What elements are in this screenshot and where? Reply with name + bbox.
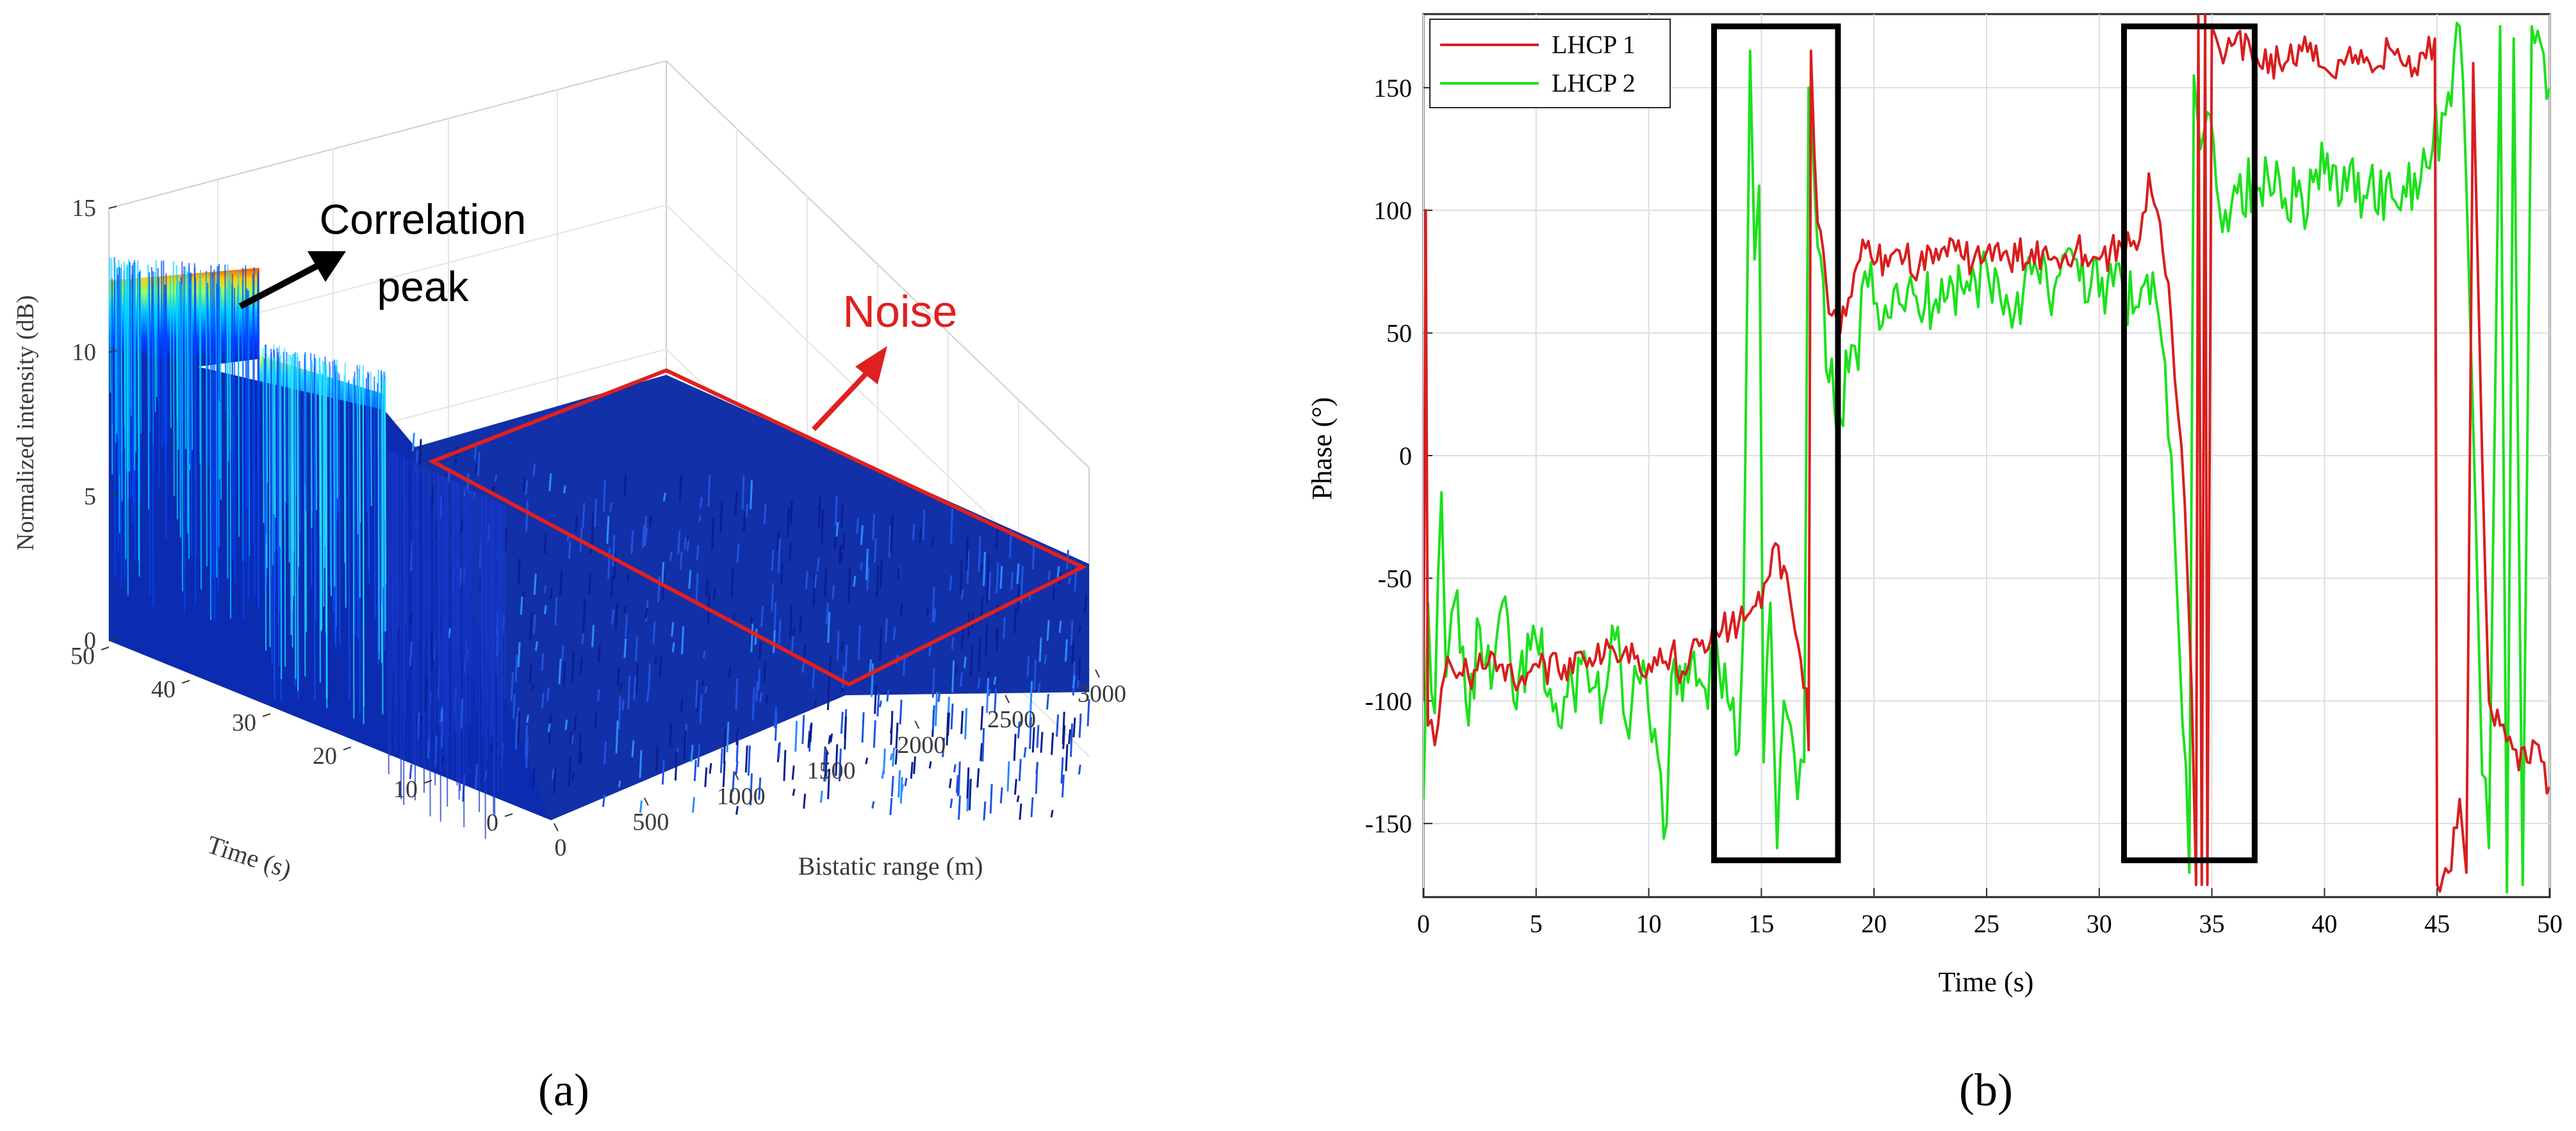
range-tick-label: 0 [555,834,567,861]
correlation-surface [109,257,1090,839]
phase-x-ticks: 0 5 10 15 20 25 30 35 40 45 50 [1417,888,2563,938]
phase-y-tick-label: 0 [1399,442,1412,470]
phase-y-tick-label: 100 [1374,196,1412,225]
time-tick-label: 30 [232,709,256,736]
range-tick-label: 1500 [807,757,856,784]
phase-y-label: Phase (°) [1306,397,1338,500]
correlation-peak-arrowhead [308,251,346,282]
range-tick-label: 2000 [897,732,946,759]
phase-x-tick-label: 15 [1748,909,1774,938]
correlation-peak-annotation: Correlation peak [238,195,527,310]
correlation-peak-label-line1: Correlation [320,195,527,243]
phase-y-ticks: 150 100 50 0 -50 -100 -150 [1365,74,1432,838]
phase-y-tick-label: -150 [1365,809,1412,838]
surface-spikes [109,257,1090,839]
highlight-box-1 [1711,23,1841,864]
time-tick-label: 50 [70,643,95,670]
noise-floor [410,375,1089,820]
phase-x-label: Time (s) [1939,966,2034,998]
noise-arrow [812,370,870,431]
phase-x-tick-label: 50 [2537,909,2563,938]
phase-series [1423,14,2550,894]
time-tick-label: 10 [393,776,418,803]
series-lhcp1-line [1423,14,2550,893]
noise-label: Noise [843,286,958,336]
phase-x-tick-label: 40 [2311,909,2337,938]
z-axis-label: Normalized intensity (dB) [12,295,39,551]
surface-plot-panel: 0 5 10 15 0 10 20 30 40 50 0 500 1000 1500 2000 2500 3… [12,60,1126,1116]
z-tick-label: 10 [72,339,96,366]
phase-y-tick-label: -100 [1365,687,1412,716]
phase-legend: LHCP 1 LHCP 2 [1429,19,1671,108]
time-axis-label: Time (s) [204,830,295,884]
phase-x-tick-label: 0 [1417,909,1430,938]
z-tick-label: 0 [84,627,96,654]
range-tick-label: 1000 [717,783,766,810]
series-lhcp2-line [1423,21,2550,894]
correlation-peak-arrow [238,263,319,310]
z-tick-label: 15 [72,195,96,222]
range-axis-label: Bistatic range (m) [798,852,983,880]
phase-y-tick-label: 150 [1374,74,1412,103]
time-axis-ticks: 0 10 20 30 40 50 [70,643,513,836]
range-tick-label: 3000 [1078,681,1126,707]
phase-x-tick-label: 30 [2087,909,2112,938]
phase-x-tick-label: 20 [1861,909,1887,938]
highlight-box-2 [2121,23,2258,864]
time-tick-label: 20 [313,743,337,770]
phase-x-tick-label: 35 [2199,909,2225,938]
range-tick-label: 500 [632,809,669,836]
panel-a-label: (a) [538,1064,589,1116]
range-tick-label: 2500 [987,706,1036,733]
legend-label-lhcp1: LHCP 1 [1552,30,1636,59]
phase-y-tick-label: -50 [1378,564,1412,593]
phase-x-tick-label: 45 [2424,909,2450,938]
panel-b-label: (b) [1959,1064,2013,1116]
phase-y-tick-label: 50 [1386,319,1412,348]
phase-x-tick-label: 25 [1974,909,1999,938]
z-axis-ticks: 0 5 10 15 [72,195,117,654]
phase-plot-panel: 150 100 50 0 -50 -100 -150 0 5 10 15 20 25 30 35 40 45 5… [1306,13,2563,1116]
noise-annotation: Noise [427,286,1087,687]
time-tick-label: 0 [486,809,498,836]
phase-plot-grid [1423,14,2550,897]
range-axis-ticks: 0 500 1000 1500 2000 2500 3000 [554,669,1126,861]
noise-arrowhead [855,346,887,384]
legend-box [1429,19,1671,108]
phase-x-tick-label: 10 [1636,909,1662,938]
correlation-peak-label-line2: peak [377,263,469,310]
legend-label-lhcp2: LHCP 2 [1552,69,1636,97]
highlight-boxes [1711,23,2258,864]
noise-region-box [427,368,1087,687]
time-tick-label: 40 [151,676,176,703]
z-tick-label: 5 [84,483,96,510]
phase-x-tick-label: 5 [1530,909,1543,938]
